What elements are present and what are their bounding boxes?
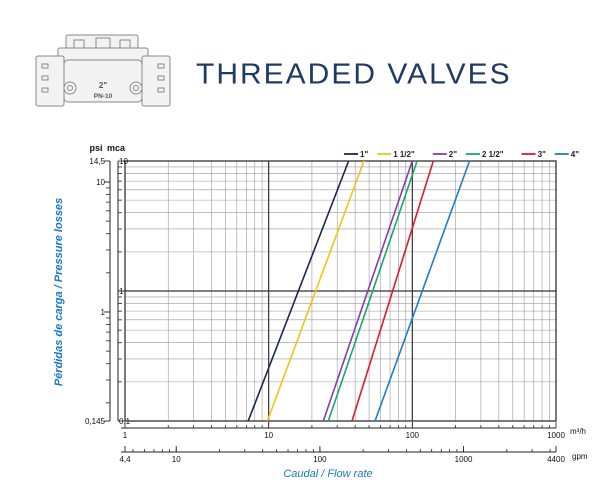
- chart-axes: 0,1 1 10 0,145 1 10 14,5 1 10 100 1000 4,4 10 100 1000…: [85, 157, 565, 464]
- y-axis-title: Pérdidas de carga / Pressure losses: [53, 198, 65, 386]
- chart-series: [247, 160, 471, 422]
- series-line-3: [322, 160, 414, 422]
- legend-label-2: 1 1/2": [393, 150, 415, 159]
- legend-label-4: 2 1/2": [482, 150, 504, 159]
- x-tick-label-m3h: 1: [123, 431, 128, 440]
- y-unit-psi: psi: [89, 143, 102, 153]
- y-tick-label-psi: 0,145: [85, 417, 106, 426]
- x-axis-title: Caudal / Flow rate: [283, 468, 372, 480]
- legend-label-1: 1": [360, 150, 368, 159]
- series-line-5: [351, 160, 435, 422]
- x-unit-gpm: gpm: [572, 452, 588, 461]
- y-tick-label-mca: 0,1: [119, 417, 131, 426]
- y-tick-label-psi: 14,5: [89, 157, 105, 166]
- x-unit-m3h: m³/h: [570, 427, 586, 436]
- y-tick-label-psi: 10: [96, 178, 105, 187]
- valve-illustration: 2" PN-10: [35, 34, 171, 107]
- chart-legend: 1" 1 1/2" 2" 2 1/2" 3" 4": [344, 150, 579, 159]
- legend-label-5: 3": [538, 150, 546, 159]
- legend-label-6: 4": [571, 150, 579, 159]
- x-tick-label-m3h: 1000: [547, 431, 565, 440]
- x-tick-label-gpm: 100: [313, 455, 327, 464]
- y-tick-label-psi: 1: [101, 308, 106, 317]
- series-line-4: [327, 160, 418, 422]
- x-tick-label-gpm: 4,4: [119, 455, 131, 464]
- x-tick-label-gpm: 1000: [455, 455, 473, 464]
- series-line-6: [374, 160, 471, 422]
- series-line-2: [266, 160, 365, 422]
- series-line-1: [247, 160, 350, 422]
- valve-size-label: 2": [99, 81, 107, 90]
- y-unit-mca: mca: [107, 143, 126, 153]
- x-tick-label-m3h: 100: [406, 431, 420, 440]
- legend-label-3: 2": [449, 150, 457, 159]
- page-title: THREADED VALVES: [196, 58, 512, 91]
- x-tick-label-gpm: 10: [172, 455, 181, 464]
- y-tick-label-mca: 10: [119, 157, 128, 166]
- valve-pn-label: PN-10: [94, 93, 113, 100]
- x-tick-label-m3h: 10: [264, 431, 273, 440]
- y-tick-label-mca: 1: [119, 287, 124, 296]
- x-tick-label-gpm: 4400: [547, 455, 565, 464]
- chart-grid: [124, 160, 557, 422]
